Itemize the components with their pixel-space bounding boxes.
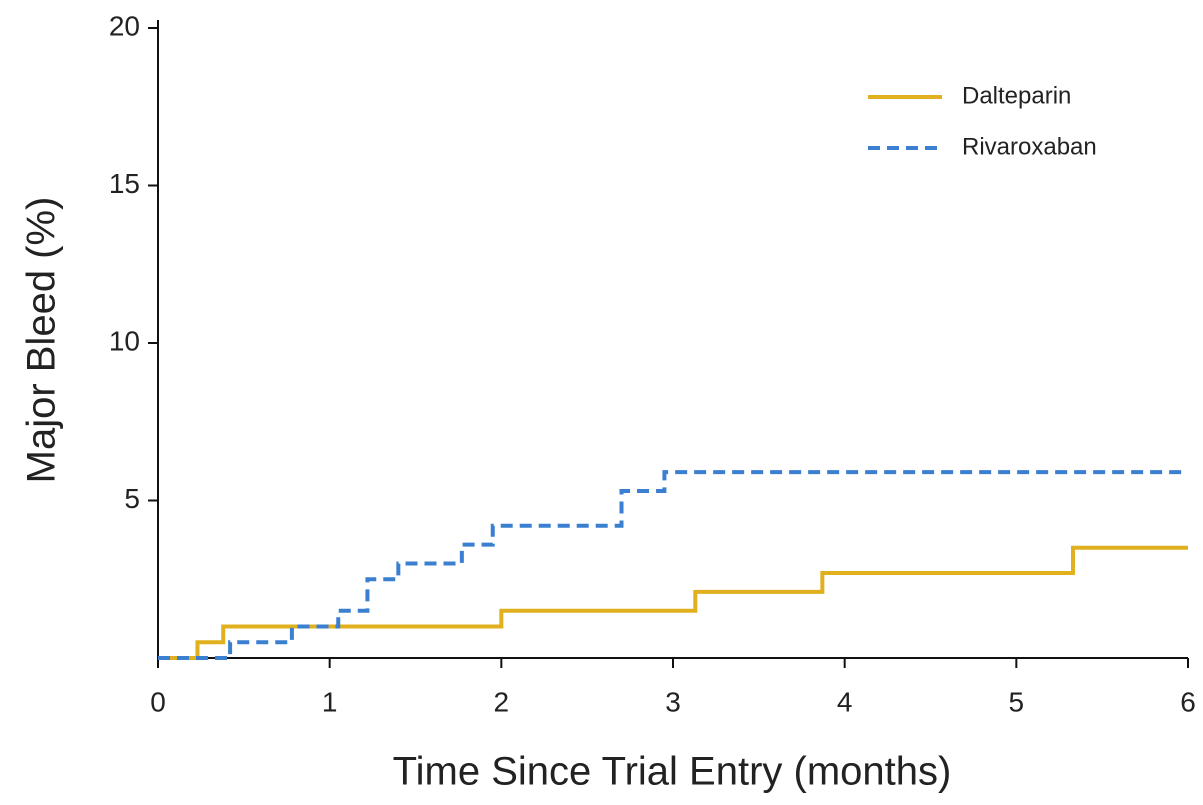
y-tick-label: 20 [109,10,140,41]
x-tick-label: 4 [837,686,853,717]
x-tick-label: 6 [1180,686,1196,717]
x-tick-label: 2 [494,686,510,717]
y-tick-label: 15 [109,168,140,199]
x-tick-label: 1 [322,686,338,717]
y-tick-label: 5 [124,483,140,514]
x-tick-label: 3 [665,686,681,717]
legend-label: Rivaroxaban [962,133,1097,160]
data-line [158,470,1188,660]
data-line [158,545,1188,660]
x-tick-label: 0 [150,686,166,717]
y-axis-title: Major Bleed (%) [20,197,64,484]
x-tick-label: 5 [1009,686,1025,717]
x-axis-title: Time Since Trial Entry (months) [393,750,952,794]
y-tick-label: 10 [109,325,140,356]
legend-label: Dalteparin [962,82,1071,109]
